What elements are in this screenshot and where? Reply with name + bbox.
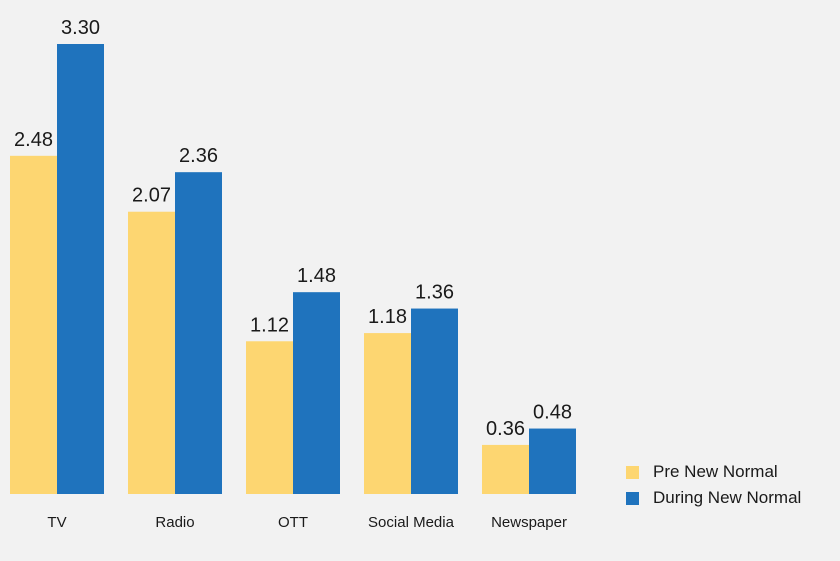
bar-tv-during-new-normal	[57, 44, 104, 494]
bar-newspaper-pre-new-normal	[482, 444, 529, 494]
bar-radio-during-new-normal	[175, 172, 222, 494]
category-label-newspaper: Newspaper	[491, 514, 567, 531]
bar-social-media-during-new-normal	[411, 308, 458, 494]
bars-group	[10, 44, 576, 494]
value-label-ott-during-new-normal: 1.48	[297, 265, 336, 287]
value-label-social-media-during-new-normal: 1.36	[415, 282, 454, 304]
category-label-social-media: Social Media	[368, 514, 455, 531]
legend-swatch-during-new-normal	[626, 491, 639, 505]
legend-swatch-pre-new-normal	[626, 465, 639, 479]
legend-item-during-new-normal: During New Normal	[626, 486, 801, 510]
value-label-ott-pre-new-normal: 1.12	[250, 314, 289, 336]
value-label-radio-during-new-normal: 2.36	[179, 145, 218, 167]
bar-ott-pre-new-normal	[246, 341, 293, 494]
value-label-newspaper-pre-new-normal: 0.36	[486, 418, 525, 440]
value-label-radio-pre-new-normal: 2.07	[132, 185, 171, 207]
value-labels-group: 2.48 3.30 2.07 2.36 1.12 1.48 1.18 1.36 0.36 0.48	[14, 17, 572, 440]
bar-ott-during-new-normal	[293, 292, 340, 494]
value-label-tv-during-new-normal: 3.30	[61, 17, 100, 39]
value-label-newspaper-during-new-normal: 0.48	[533, 402, 572, 424]
legend-label-during-new-normal: During New Normal	[653, 488, 802, 507]
category-label-ott: OTT	[278, 514, 308, 531]
bar-social-media-pre-new-normal	[364, 333, 411, 494]
category-label-tv: TV	[47, 514, 66, 531]
bar-radio-pre-new-normal	[128, 211, 175, 494]
bar-tv-pre-new-normal	[10, 155, 57, 494]
category-label-radio: Radio	[155, 514, 194, 531]
category-labels-group: TV Radio OTT Social Media Newspaper	[47, 514, 567, 531]
legend: Pre New Normal During New Normal	[626, 460, 801, 512]
value-label-social-media-pre-new-normal: 1.18	[368, 306, 407, 328]
legend-item-pre-new-normal: Pre New Normal	[626, 460, 801, 484]
value-label-tv-pre-new-normal: 2.48	[14, 129, 53, 151]
bar-newspaper-during-new-normal	[529, 428, 576, 494]
legend-label-pre-new-normal: Pre New Normal	[653, 462, 778, 481]
